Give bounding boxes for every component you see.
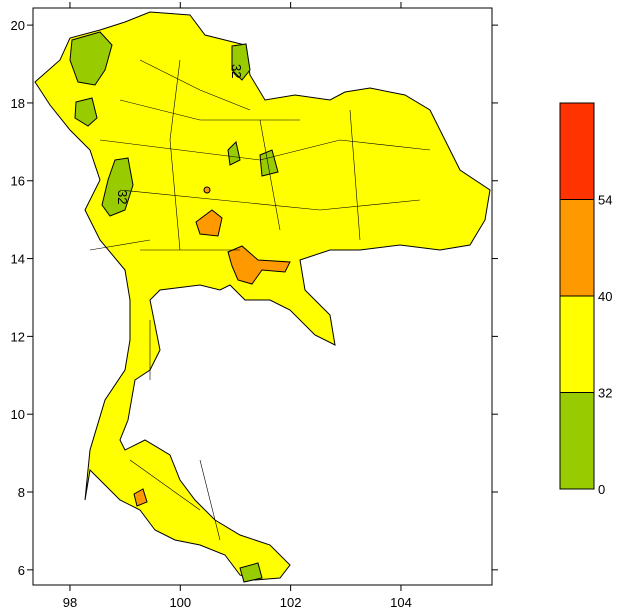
x-tick-label: 104 <box>390 595 412 610</box>
y-tick-label: 10 <box>11 407 25 422</box>
colorbar-segment <box>559 295 595 393</box>
green-zone <box>239 562 263 583</box>
province-borders <box>89 59 431 541</box>
colorbar-label: 54 <box>598 193 612 208</box>
y-tick-label: 18 <box>11 96 25 111</box>
land <box>34 11 491 583</box>
x-tick-label: 102 <box>280 595 302 610</box>
green-zone <box>227 141 241 166</box>
green-zone <box>231 43 251 81</box>
axes: 98 100 102 104 6 8 10 12 14 16 18 20 <box>11 2 498 610</box>
y-tick-label: 20 <box>11 18 25 33</box>
orange-zone <box>133 488 148 507</box>
y-tick-label: 16 <box>11 174 25 189</box>
green-zone <box>74 97 98 127</box>
colorbar-segment <box>559 199 595 297</box>
green-zone <box>69 31 113 86</box>
country-area <box>34 11 491 581</box>
y-tick-label: 12 <box>11 329 25 344</box>
x-tick-label: 98 <box>63 595 77 610</box>
y-tick-label: 8 <box>18 485 25 500</box>
y-tick-label: 14 <box>11 252 25 267</box>
orange-zone <box>227 245 291 285</box>
colorbar-segment <box>559 392 595 490</box>
colorbar-label: 0 <box>598 482 605 497</box>
green-zone <box>101 157 134 217</box>
x-tick-label: 100 <box>169 595 191 610</box>
orange-zone <box>195 209 223 237</box>
contour-label: 32 <box>229 64 244 78</box>
y-tick-label: 6 <box>18 563 25 578</box>
colorbar-label: 40 <box>598 289 612 304</box>
colorbar-label: 32 <box>598 386 612 401</box>
colorbar-segment <box>559 102 595 200</box>
colorbar: 0 32 40 54 <box>559 102 612 497</box>
orange-zone <box>203 186 211 194</box>
plot-frame <box>32 7 493 586</box>
contour-label: 32 <box>115 190 130 204</box>
